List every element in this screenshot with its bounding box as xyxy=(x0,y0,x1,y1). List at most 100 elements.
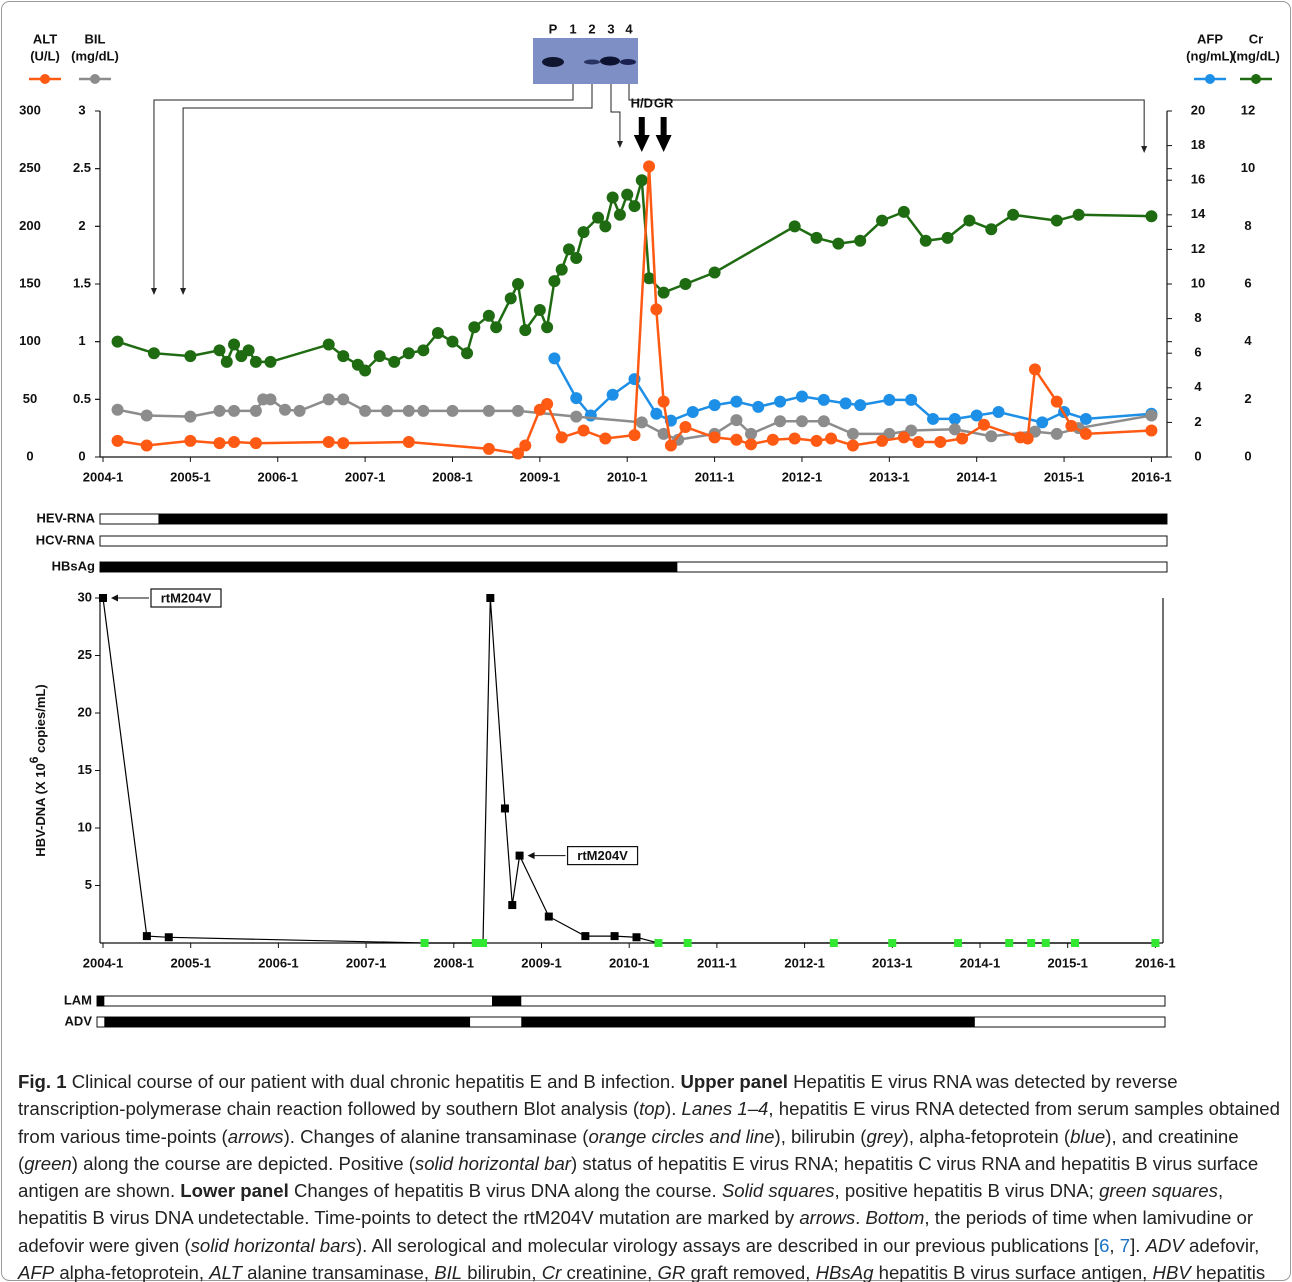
data-point xyxy=(213,344,225,356)
legend-name: Cr xyxy=(1249,31,1263,46)
lane-label: 3 xyxy=(607,21,614,36)
data-point xyxy=(512,278,524,290)
positive-period xyxy=(100,562,677,572)
x-tick-label: 2008-1 xyxy=(432,469,472,484)
gel-band xyxy=(542,57,564,67)
data-point xyxy=(483,405,495,417)
data-point xyxy=(599,220,611,232)
y-tick-label: 10 xyxy=(1191,275,1205,290)
data-point xyxy=(417,405,429,417)
data-point xyxy=(184,350,196,362)
data-point xyxy=(888,939,896,947)
caption-text: AFP xyxy=(18,1262,54,1282)
y-axis-label: HBV-DNA (X 106 copies/mL) xyxy=(27,684,48,856)
caption-text: Fig. 1 xyxy=(18,1071,67,1092)
caption-text: Upper panel xyxy=(681,1071,788,1092)
data-point xyxy=(1051,215,1063,227)
caption-text: Cr xyxy=(542,1262,562,1282)
y-tick-label: 4 xyxy=(1194,379,1202,394)
data-point xyxy=(1073,209,1085,221)
data-point xyxy=(534,304,546,316)
data-point xyxy=(629,429,641,441)
data-point xyxy=(359,365,371,377)
data-point xyxy=(1145,210,1157,222)
x-tick-label: 2015-1 xyxy=(1047,955,1087,970)
y-tick-label: 12 xyxy=(1241,102,1255,117)
data-point xyxy=(294,405,306,417)
data-point xyxy=(421,939,429,947)
data-point xyxy=(650,303,662,315)
data-point xyxy=(832,238,844,250)
event-label: GR xyxy=(654,95,674,110)
caption-text: Lanes 1–4 xyxy=(682,1098,769,1119)
x-tick-label: 2011-1 xyxy=(697,955,737,970)
y-tick-label: 6 xyxy=(1244,275,1251,290)
data-point xyxy=(774,415,786,427)
y-axis-label-part: copies/mL) xyxy=(33,684,48,756)
data-point xyxy=(472,939,480,947)
data-point xyxy=(359,405,371,417)
caption-text: HBV xyxy=(1153,1262,1191,1282)
data-point xyxy=(228,339,240,351)
caption-text: blue xyxy=(1070,1126,1105,1147)
data-point xyxy=(508,901,516,909)
data-point xyxy=(854,399,866,411)
data-point xyxy=(730,434,742,446)
data-point xyxy=(483,310,495,322)
data-point xyxy=(1022,433,1034,445)
y-axis-label-part: HBV-DNA (X 10 xyxy=(33,763,48,856)
y-tick-label: 10 xyxy=(78,819,92,834)
lane-arrowhead xyxy=(151,288,157,295)
data-point xyxy=(548,352,560,364)
data-point xyxy=(621,189,633,201)
lane-arrowhead xyxy=(1141,146,1147,153)
caption-text: ). xyxy=(665,1098,682,1119)
row-bar xyxy=(100,536,1167,546)
caption-text: GR xyxy=(657,1262,685,1282)
caption-text: HBsAg xyxy=(816,1262,874,1282)
annotation-arrowhead xyxy=(111,595,118,602)
caption-text[interactable]: 6 xyxy=(1099,1235,1109,1256)
data-point xyxy=(279,404,291,416)
data-point xyxy=(1071,939,1079,947)
data-point xyxy=(446,336,458,348)
data-point xyxy=(633,933,641,941)
data-point xyxy=(403,347,415,359)
data-point xyxy=(228,436,240,448)
data-point xyxy=(501,804,509,812)
data-point xyxy=(876,435,888,447)
data-point xyxy=(599,433,611,445)
positive-period xyxy=(97,996,104,1006)
data-point xyxy=(934,436,946,448)
caption-text: solid horizontal bars xyxy=(191,1235,356,1256)
data-point xyxy=(1080,428,1092,440)
data-point xyxy=(337,350,349,362)
data-point xyxy=(954,939,962,947)
annotation-label: rtM204V xyxy=(161,590,212,605)
lane-arrowhead xyxy=(617,141,623,148)
data-point xyxy=(1029,363,1041,375)
data-point xyxy=(556,264,568,276)
legend-unit: (ng/mL) xyxy=(1186,48,1234,63)
y-tick-label: 0.5 xyxy=(73,391,91,406)
data-point xyxy=(112,404,124,416)
data-point xyxy=(1145,424,1157,436)
y-tick-label: 14 xyxy=(1191,206,1206,221)
data-point xyxy=(184,435,196,447)
event-arrow xyxy=(656,117,672,152)
lane-arrow xyxy=(611,84,620,142)
data-point xyxy=(381,405,393,417)
lane-label: 2 xyxy=(588,21,595,36)
y-tick-label: 16 xyxy=(1191,172,1205,187)
legend-name: AFP xyxy=(1197,31,1223,46)
x-tick-label: 2013-1 xyxy=(872,955,912,970)
caption-text: green squares xyxy=(1099,1180,1218,1201)
caption-text[interactable]: 7 xyxy=(1120,1235,1130,1256)
caption-text: orange circles and line xyxy=(588,1126,774,1147)
data-point xyxy=(250,437,262,449)
row-bar xyxy=(97,996,1165,1006)
data-point xyxy=(1151,939,1159,947)
data-point xyxy=(486,594,494,602)
caption-text: ]. xyxy=(1130,1235,1146,1256)
y-tick-label: 8 xyxy=(1244,218,1251,233)
